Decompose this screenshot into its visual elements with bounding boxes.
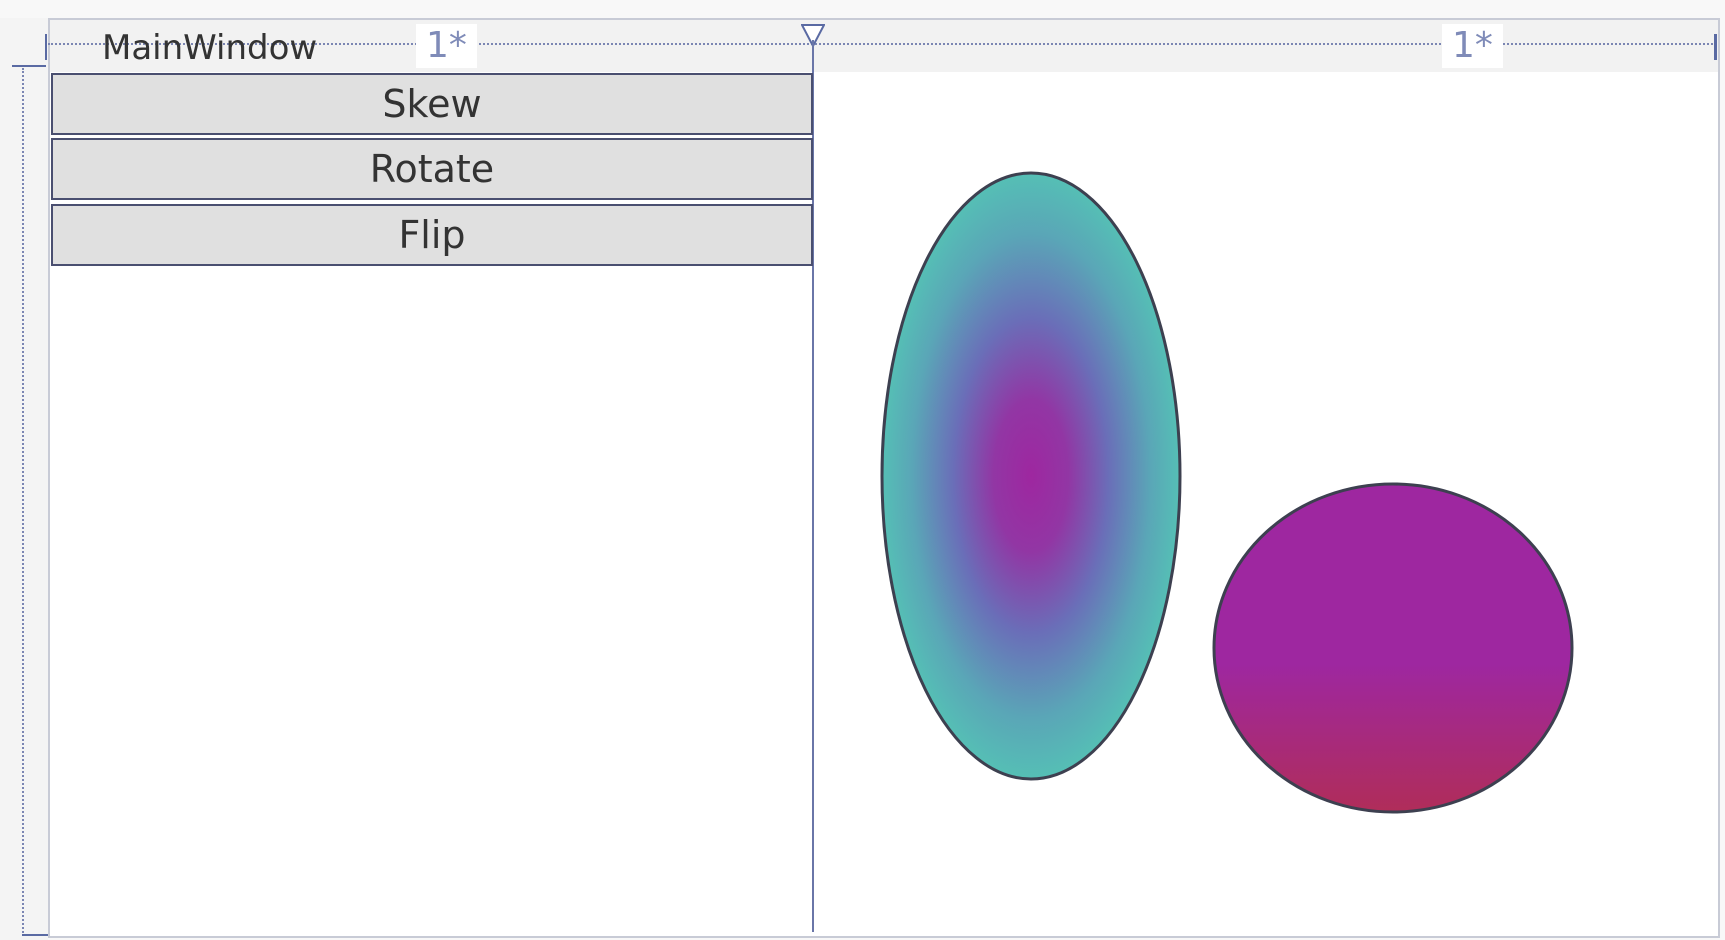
grid-column-splitter[interactable] bbox=[812, 40, 814, 932]
row-guide-start-marker bbox=[12, 65, 46, 67]
column-definition-guide bbox=[48, 43, 1716, 45]
linear-gradient-ellipse[interactable] bbox=[1212, 482, 1574, 814]
window-title: MainWindow bbox=[102, 28, 318, 68]
grid-splitter-handle-icon[interactable] bbox=[801, 24, 825, 48]
title-bar bbox=[50, 20, 1718, 72]
column-width-label-left[interactable]: 1* bbox=[416, 24, 477, 68]
radial-gradient-ellipse[interactable] bbox=[880, 171, 1182, 781]
row-ruler bbox=[0, 18, 48, 940]
rotate-button[interactable]: Rotate bbox=[51, 138, 813, 200]
row-guide-end-marker bbox=[22, 934, 48, 936]
skew-button[interactable]: Skew bbox=[51, 73, 813, 135]
flip-button[interactable]: Flip bbox=[51, 204, 813, 266]
column-guide-end-marker bbox=[1714, 34, 1717, 60]
row-definition-guide bbox=[22, 68, 24, 933]
column-guide-start-marker bbox=[45, 34, 47, 60]
column-width-label-right[interactable]: 1* bbox=[1442, 24, 1503, 68]
